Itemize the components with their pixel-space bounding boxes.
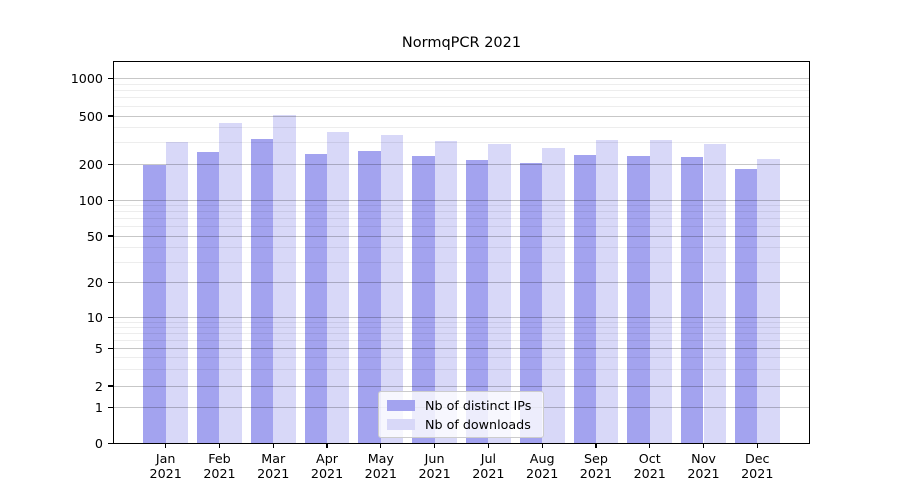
bar-distinct-ips-jun — [412, 155, 435, 444]
bar-distinct-ips-oct — [627, 155, 650, 444]
y-tick — [108, 385, 113, 387]
y-tick — [108, 282, 113, 284]
y-tick — [108, 235, 113, 237]
y-tick-label: 20 — [86, 275, 103, 291]
bar-downloads-jul — [488, 143, 511, 444]
y-tick — [108, 347, 113, 349]
legend-item: Nb of distinct IPs — [387, 397, 535, 413]
y-tick-label: 5 — [94, 340, 103, 356]
y-tick-label: 0 — [94, 436, 103, 451]
bar-distinct-ips-nov — [681, 157, 704, 444]
bar-distinct-ips-jul — [465, 159, 489, 444]
major-gridline — [114, 77, 809, 79]
bar-distinct-ips-sep — [573, 154, 596, 444]
legend: Nb of distinct IPs Nb of downloads — [378, 391, 544, 438]
bar-downloads-dec — [757, 158, 780, 444]
x-tick — [756, 443, 758, 448]
legend-label: Nb of downloads — [425, 416, 531, 432]
minor-gridline — [114, 105, 809, 107]
minor-gridline — [114, 127, 809, 129]
bar-downloads-aug — [542, 147, 565, 444]
bar-distinct-ips-dec — [734, 168, 758, 444]
y-tick — [108, 115, 113, 117]
major-gridline — [114, 115, 809, 117]
x-tick-label: Apr 2021 — [310, 451, 344, 482]
y-tick-label: 10 — [86, 310, 103, 325]
x-tick — [487, 443, 489, 448]
x-tick-label: May 2021 — [364, 451, 397, 482]
x-tick-label: Mar 2021 — [257, 451, 290, 482]
bar-downloads-oct — [649, 140, 673, 444]
x-tick-label: Sep 2021 — [579, 451, 613, 482]
bar-downloads-nov — [703, 143, 726, 444]
x-tick-label: Jan 2021 — [149, 451, 182, 482]
bar-downloads-may — [380, 134, 404, 444]
legend-label: Nb of distinct IPs — [425, 397, 532, 413]
bar-distinct-ips-apr — [304, 153, 328, 444]
minor-gridline — [114, 89, 809, 91]
x-tick — [595, 443, 597, 448]
x-tick-label: Jun 2021 — [418, 451, 451, 482]
bar-downloads-feb — [219, 123, 242, 444]
x-tick — [541, 443, 543, 448]
bar-downloads-apr — [327, 131, 350, 444]
x-tick — [649, 443, 651, 448]
y-tick — [108, 442, 113, 445]
bar-distinct-ips-aug — [519, 162, 543, 444]
x-tick — [434, 443, 436, 448]
legend-item: Nb of downloads — [387, 416, 535, 432]
y-tick — [108, 406, 113, 409]
minor-gridline — [114, 83, 809, 85]
y-tick — [108, 199, 113, 201]
y-tick-label: 1000 — [70, 70, 103, 86]
x-tick-label: Feb 2021 — [203, 451, 236, 482]
x-tick-label: Dec 2021 — [741, 451, 774, 482]
y-tick-label: 200 — [78, 156, 103, 172]
x-tick-label: Nov 2021 — [687, 451, 720, 482]
y-tick — [108, 316, 113, 319]
y-tick-label: 1 — [94, 400, 103, 415]
bar-downloads-jun — [434, 141, 457, 444]
y-tick-label: 500 — [78, 108, 103, 124]
x-tick — [272, 443, 274, 448]
legend-swatch-downloads — [387, 418, 415, 430]
y-tick-label: 100 — [78, 192, 103, 208]
bar-distinct-ips-may — [358, 151, 381, 444]
x-tick — [165, 443, 167, 448]
bar-downloads-mar — [273, 115, 296, 444]
bar-distinct-ips-feb — [197, 152, 220, 444]
minor-gridline — [114, 97, 809, 99]
y-tick — [108, 163, 113, 165]
x-tick — [702, 443, 705, 448]
bar-distinct-ips-mar — [250, 138, 274, 444]
chart-title: NormqPCR 2021 — [401, 35, 522, 51]
x-tick — [380, 443, 382, 448]
bar-downloads-sep — [595, 139, 619, 444]
x-tick-label: Jul 2021 — [472, 451, 505, 482]
y-tick-label: 50 — [86, 228, 103, 244]
y-tick — [108, 77, 113, 79]
x-tick — [218, 443, 221, 448]
legend-swatch-distinct-ips — [387, 399, 415, 411]
x-tick — [326, 443, 328, 448]
bar-distinct-ips-jan — [143, 165, 166, 444]
x-tick-label: Aug 2021 — [526, 451, 559, 482]
bar-downloads-jan — [165, 142, 189, 444]
x-tick-label: Oct 2021 — [633, 451, 666, 482]
y-tick-label: 2 — [94, 378, 103, 394]
